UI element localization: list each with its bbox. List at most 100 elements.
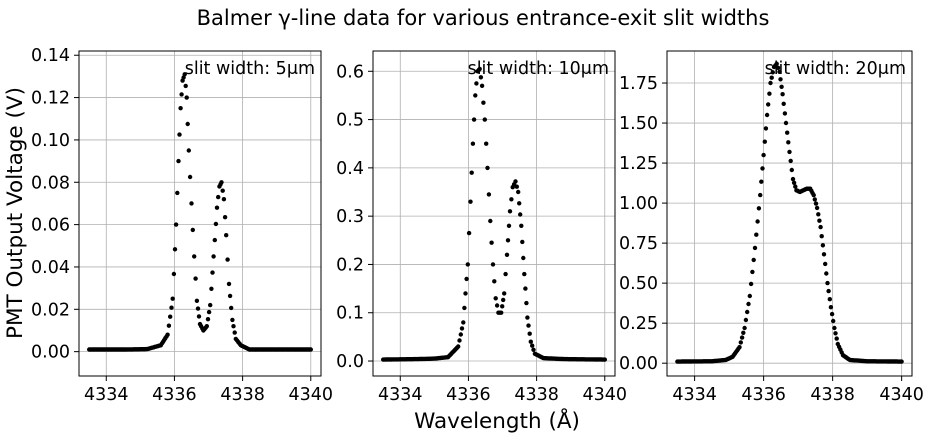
data-point (208, 302, 213, 308)
data-point (227, 293, 233, 299)
y-tick-label: 1.50 (619, 114, 658, 134)
x-tick-label: 4336 (152, 385, 197, 405)
data-point (823, 261, 828, 267)
data-point (787, 149, 792, 155)
y-tick-label: 0.6 (336, 62, 364, 82)
data-point (828, 305, 834, 310)
data-point (754, 232, 759, 237)
data-point (185, 121, 190, 127)
data-point (490, 262, 496, 267)
data-point (793, 184, 798, 189)
data-point (760, 166, 765, 171)
data-point (494, 303, 500, 308)
x-axis-label: Wavelength (Å) (414, 407, 580, 434)
data-point (827, 297, 832, 302)
data-point (513, 179, 518, 184)
data-point (226, 281, 232, 287)
data-point (775, 65, 781, 71)
data-point (783, 120, 789, 126)
data-point (530, 343, 535, 348)
y-tick-label: 1.00 (619, 194, 658, 214)
data-point (781, 101, 786, 107)
data-point (779, 84, 784, 90)
data-point (462, 305, 467, 311)
data-point (502, 291, 507, 296)
data-point (831, 318, 836, 324)
y-tick-label: 0.12 (31, 89, 70, 109)
data-point (166, 323, 172, 328)
data-point (819, 234, 824, 239)
data-point (168, 314, 173, 319)
data-point (184, 95, 189, 100)
data-point (518, 212, 523, 217)
y-tick-label: 1.25 (619, 154, 658, 174)
data-point (214, 205, 220, 210)
data-point (505, 238, 511, 243)
data-point (186, 148, 191, 153)
data-point (471, 117, 477, 122)
data-point (196, 314, 202, 319)
data-point (520, 239, 525, 245)
data-point (484, 141, 489, 146)
data-point (179, 92, 184, 97)
x-tick-label: 4340 (289, 385, 334, 405)
data-point (751, 257, 756, 263)
data-point (507, 209, 513, 214)
y-tick-label: 0.2 (336, 255, 364, 275)
data-point (527, 331, 532, 336)
data-point (457, 338, 462, 343)
data-point (739, 335, 745, 340)
data-point (478, 75, 484, 80)
data-point (220, 188, 225, 193)
data-point (499, 310, 504, 315)
data-point (506, 223, 512, 228)
data-point (193, 276, 198, 281)
x-tick-label: 4336 (446, 385, 491, 405)
data-point (493, 296, 498, 301)
data-point (516, 189, 521, 195)
data-point (767, 91, 772, 96)
data-point (785, 130, 790, 135)
data-point (189, 201, 194, 206)
data-point (766, 102, 771, 107)
y-tick-label: 0.06 (31, 216, 70, 236)
data-point (473, 93, 478, 98)
data-point (229, 305, 234, 311)
data-point (169, 305, 174, 310)
data-point (504, 252, 510, 257)
data-point (192, 254, 197, 259)
y-axis-label: PMT Output Voltage (V) (3, 87, 28, 339)
data-point (778, 77, 783, 82)
data-point (204, 324, 209, 329)
plot-frame (666, 50, 913, 377)
data-point (209, 286, 214, 291)
data-point (748, 281, 754, 287)
data-point (465, 262, 470, 267)
data-point (812, 197, 817, 202)
data-point (212, 237, 217, 243)
data-point (479, 83, 485, 89)
x-tick-label: 4340 (879, 385, 924, 405)
data-point (464, 276, 469, 282)
data-point (173, 222, 179, 227)
y-tick-label: 0.50 (619, 274, 658, 294)
x-tick-label: 4338 (810, 385, 855, 405)
data-point (531, 347, 536, 352)
data-point (824, 271, 829, 276)
data-point (755, 219, 760, 224)
data-point (170, 296, 175, 301)
data-point (525, 315, 530, 320)
data-point (182, 72, 187, 77)
data-point (750, 269, 755, 275)
data-point (225, 257, 230, 262)
data-point (485, 165, 490, 171)
data-point (820, 243, 826, 248)
panel-3: 4334 4336 4338 4340 0.00 0.25 0.50 0.75 1.00 1.25… (619, 50, 924, 405)
y-tick-label: 0.14 (31, 46, 70, 66)
data-point (468, 199, 473, 204)
data-point (230, 317, 235, 323)
data-point (738, 340, 743, 345)
data-point (747, 293, 752, 299)
data-point (770, 70, 775, 75)
